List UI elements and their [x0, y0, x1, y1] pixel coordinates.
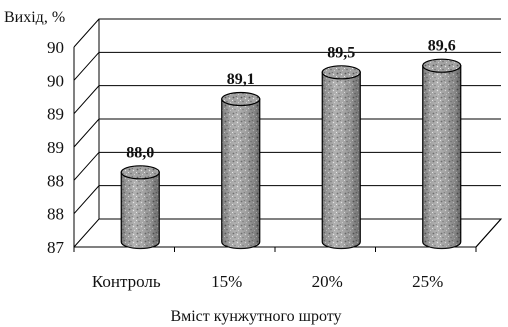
gridline: [73, 118, 501, 148]
bar-top: [422, 58, 462, 73]
x-category-label: 20%: [312, 272, 343, 291]
y-tick-label: 90: [47, 38, 64, 57]
y-tick-label: 88: [47, 171, 64, 190]
bar-top: [120, 165, 160, 180]
data-label: 89,1: [227, 71, 255, 88]
y-tick-label: 89: [47, 138, 64, 157]
floor-right-edge: [475, 218, 502, 248]
x-category-label: 15%: [211, 272, 242, 291]
data-label: 88,0: [126, 144, 154, 161]
bar-shading: [422, 65, 461, 249]
gridline: [73, 151, 501, 181]
x-axis-title: Вміст кунжутного шроту: [170, 308, 341, 325]
x-category-label: Контроль: [92, 272, 161, 291]
y-tick-label: 88: [47, 205, 64, 224]
bar-3: 89,6: [422, 38, 462, 250]
y-tick-label: 89: [47, 105, 64, 124]
bar-0: 88,0: [120, 144, 160, 250]
bar-1: 89,1: [221, 71, 261, 250]
bar-shading: [221, 99, 260, 249]
gridline: [73, 85, 501, 114]
gridline: [73, 185, 501, 214]
x-category-label: 25%: [412, 272, 443, 291]
gridline: [73, 51, 501, 81]
data-label: 89,6: [428, 38, 456, 55]
y-tick-label: 90: [47, 71, 64, 90]
bar-2: 89,5: [321, 44, 361, 250]
bar-shading: [322, 72, 361, 249]
bar-top: [221, 91, 261, 107]
data-label: 89,5: [327, 44, 355, 61]
bar-top: [321, 65, 361, 80]
gridline: [73, 18, 501, 48]
y-axis-title: Вихід, %: [4, 9, 65, 26]
y-tick-label: 87: [47, 238, 65, 257]
bar-shading: [121, 172, 160, 249]
